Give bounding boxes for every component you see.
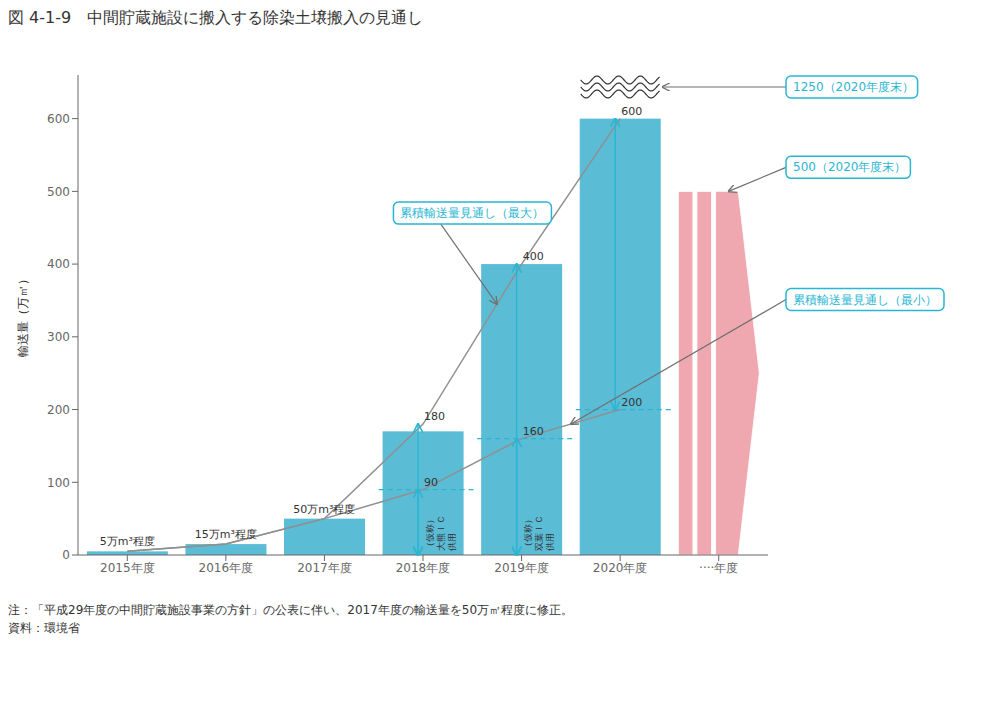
- svg-text:2017年度: 2017年度: [297, 561, 352, 575]
- svg-text:500（2020年度末）: 500（2020年度末）: [793, 160, 906, 174]
- svg-text:1250（2020年度末）: 1250（2020年度末）: [793, 80, 914, 94]
- svg-text:160: 160: [523, 425, 544, 438]
- svg-text:（仮称）双葉ＩＣ供用: （仮称）双葉ＩＣ供用: [523, 515, 555, 551]
- svg-text:（仮称）大熊ＩＣ供用: （仮称）大熊ＩＣ供用: [425, 515, 457, 551]
- svg-text:····年度: ····年度: [699, 561, 738, 575]
- svg-text:100: 100: [47, 476, 70, 490]
- svg-text:600: 600: [47, 112, 70, 126]
- svg-text:2016年度: 2016年度: [199, 561, 254, 575]
- svg-text:累積輸送量見通し（最小）: 累積輸送量見通し（最小）: [793, 293, 937, 307]
- html-text:資料：環境省: 資料：環境省: [8, 621, 80, 635]
- svg-text:200: 200: [47, 403, 70, 417]
- svg-text:2020年度: 2020年度: [593, 561, 648, 575]
- svg-text:90: 90: [424, 476, 438, 489]
- svg-text:400: 400: [47, 257, 70, 271]
- svg-text:400: 400: [523, 250, 544, 263]
- svg-text:2015年度: 2015年度: [100, 561, 155, 575]
- svg-text:0: 0: [62, 548, 70, 562]
- svg-text:累積輸送量見通し（最大）: 累積輸送量見通し（最大）: [400, 206, 544, 220]
- svg-text:5万m³程度: 5万m³程度: [100, 535, 155, 548]
- svg-text:50万m³程度: 50万m³程度: [293, 503, 355, 516]
- svg-text:300: 300: [47, 330, 70, 344]
- svg-text:180: 180: [424, 410, 445, 423]
- svg-text:2018年度: 2018年度: [396, 561, 451, 575]
- html-text:注：「平成29年度の中間貯蔵施設事業の方針」の公表に伴い、2: 注：「平成29年度の中間貯蔵施設事業の方針」の公表に伴い、2017年度の輸送量を…: [8, 603, 574, 617]
- svg-text:輸送量（万㎥）: 輸送量（万㎥）: [16, 273, 30, 357]
- svg-text:600: 600: [621, 105, 642, 118]
- svg-text:15万m³程度: 15万m³程度: [195, 528, 257, 541]
- html-text:図 4-1-9 中間貯蔵施設に搬入する除染土壌搬入の見通し: 図 4-1-9 中間貯蔵施設に搬入する除染土壌搬入の見通し: [8, 8, 424, 27]
- svg-text:500: 500: [47, 185, 70, 199]
- svg-text:2019年度: 2019年度: [494, 561, 549, 575]
- svg-text:200: 200: [621, 396, 642, 409]
